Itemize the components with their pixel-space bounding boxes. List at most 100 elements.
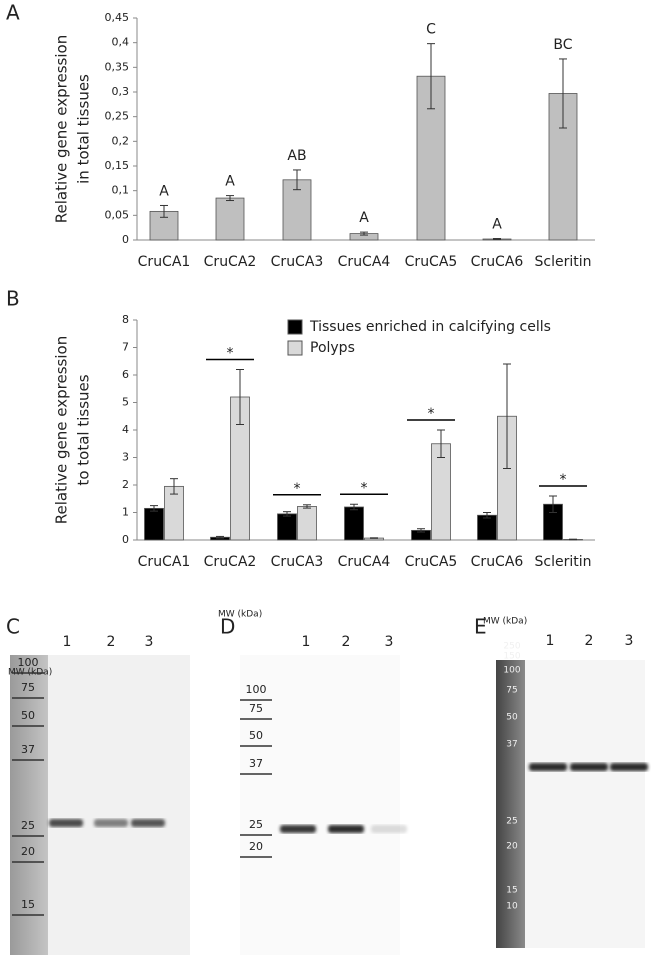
marker-size: 20: [249, 840, 263, 853]
marker-size: 75: [506, 686, 517, 696]
protein-band: [49, 819, 83, 827]
bar: [431, 443, 451, 541]
y-tick-label: 2: [122, 478, 129, 491]
marker-size: 50: [249, 729, 263, 742]
panel-letter: E: [474, 615, 487, 639]
lane-label: 3: [385, 634, 394, 650]
significance-star: *: [560, 472, 567, 488]
marker-size: 25: [21, 819, 35, 832]
lane-label: 2: [585, 633, 594, 649]
bar: [344, 506, 364, 541]
significance-letter: A: [359, 210, 369, 226]
protein-band: [371, 825, 407, 833]
protein-band: [610, 763, 648, 771]
x-tick-label: CruCA5: [405, 254, 458, 270]
error-bar: [236, 369, 244, 425]
x-tick-label: CruCA2: [204, 554, 257, 570]
error-bar: [370, 537, 378, 539]
blot-image: [48, 655, 190, 955]
bar: [477, 514, 497, 541]
significance-letter: A: [492, 217, 502, 233]
error-bar: [427, 43, 435, 110]
y-tick-label: 0,1: [112, 184, 130, 197]
lane-label: 3: [145, 634, 154, 650]
y-tick-label: 0,2: [112, 134, 130, 147]
significance-star: *: [227, 346, 234, 362]
y-axis-label: to total tissues: [75, 374, 93, 485]
lane-label: 2: [342, 634, 351, 650]
lane-label: 2: [107, 634, 116, 650]
x-tick-label: CruCA4: [338, 554, 391, 570]
error-bar: [549, 495, 557, 513]
marker-size: 100: [503, 666, 520, 676]
protein-band: [328, 825, 364, 833]
x-tick-label: CruCA1: [138, 254, 191, 270]
error-bar: [150, 505, 158, 512]
y-tick-label: 5: [122, 396, 129, 409]
marker-size: 25: [506, 817, 517, 827]
lane-label: 1: [302, 634, 311, 650]
y-tick-label: 0: [122, 533, 129, 546]
bar: [277, 513, 297, 541]
error-bar: [226, 195, 234, 202]
error-bar: [303, 504, 311, 509]
marker-size: 20: [21, 845, 35, 858]
y-tick-label: 0,3: [112, 85, 130, 98]
y-tick-label: 0,25: [105, 110, 130, 123]
y-tick-label: 0,15: [105, 159, 130, 172]
x-tick-label: CruCA4: [338, 254, 391, 270]
error-bar: [437, 429, 445, 458]
bar: [144, 507, 164, 541]
lane-label: 1: [63, 634, 72, 650]
y-axis-label: Relative gene expression: [53, 336, 71, 524]
x-tick-label: CruCA6: [471, 254, 524, 270]
marker-lane: [496, 660, 525, 948]
error-bar: [493, 238, 501, 241]
legend-swatch: [287, 319, 303, 335]
panel-letter: A: [6, 1, 20, 25]
x-tick-label: Scleritin: [535, 254, 592, 270]
x-tick-label: CruCA5: [405, 554, 458, 570]
y-tick-label: 0,45: [105, 11, 130, 24]
error-bar: [559, 58, 567, 129]
y-axis-label: Relative gene expression: [53, 35, 71, 223]
y-tick-label: 0,4: [112, 36, 130, 49]
legend-label: Tissues enriched in calcifying cells: [309, 319, 551, 335]
legend-swatch: [287, 340, 303, 356]
error-bar: [283, 511, 291, 517]
y-tick-label: 3: [122, 451, 129, 464]
significance-star: *: [361, 480, 368, 496]
x-tick-label: CruCA3: [271, 254, 324, 270]
error-bar: [360, 231, 368, 236]
error-bar: [160, 204, 168, 218]
protein-band: [570, 763, 608, 771]
y-axis-label: in total tissues: [75, 74, 93, 184]
marker-size: 250: [503, 642, 520, 652]
error-bar: [483, 512, 491, 519]
marker-size: 15: [506, 886, 517, 896]
marker-size: 100: [246, 683, 267, 696]
y-tick-label: 8: [122, 313, 129, 326]
blot-image: [240, 655, 400, 955]
significance-letter: C: [426, 22, 436, 38]
x-tick-label: Scleritin: [535, 554, 592, 570]
bar: [297, 506, 317, 541]
significance-star: *: [428, 406, 435, 422]
marker-size: 25: [249, 818, 263, 831]
y-tick-label: 0,35: [105, 60, 130, 73]
significance-letter: A: [159, 183, 169, 199]
panel-letter: B: [6, 287, 20, 311]
protein-band: [529, 763, 567, 771]
y-tick-label: 0,05: [105, 208, 130, 221]
marker-size: 37: [506, 740, 517, 750]
marker-size: 37: [21, 743, 35, 756]
y-tick-label: 4: [122, 423, 129, 436]
marker-size: 10: [506, 902, 518, 912]
error-bar: [569, 538, 577, 541]
x-tick-label: CruCA6: [471, 554, 524, 570]
x-tick-label: CruCA2: [204, 254, 257, 270]
protein-band: [280, 825, 316, 833]
significance-star: *: [294, 481, 301, 497]
lane-label: 3: [625, 633, 634, 649]
